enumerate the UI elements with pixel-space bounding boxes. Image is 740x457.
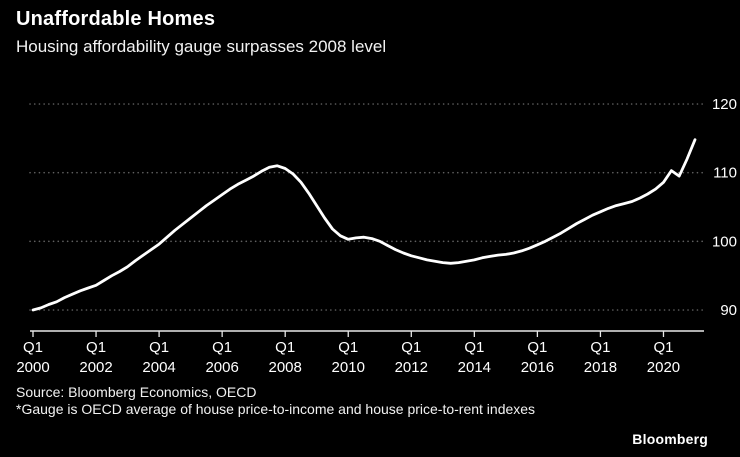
x-tick-quarter: Q1 [212,339,232,356]
source-text: Source: Bloomberg Economics, OECD [16,384,257,400]
x-tick-year: 2008 [269,359,302,376]
y-axis-label: 110 [713,165,737,182]
x-tick-quarter: Q1 [338,339,358,356]
chart-subtitle: Housing affordability gauge surpasses 20… [16,37,387,56]
x-tick-quarter: Q1 [149,339,169,356]
x-tick-quarter: Q1 [86,339,106,356]
footnote-text: *Gauge is OECD average of house price-to… [16,401,536,417]
x-tick-year: 2020 [647,359,680,376]
x-tick-year: 2000 [16,359,49,376]
x-tick-quarter: Q1 [464,339,484,356]
y-axis-label: 100 [712,233,737,250]
data-line [31,138,697,312]
x-tick-quarter: Q1 [527,339,547,356]
y-axis-label: 90 [720,302,737,319]
x-tick-quarter: Q1 [590,339,610,356]
bloomberg-logo: Bloomberg [632,431,708,447]
x-tick-year: 2010 [332,359,365,376]
x-tick-year: 2016 [521,359,554,376]
x-tick-quarter: Q1 [401,339,421,356]
x-tick-year: 2004 [142,359,175,376]
chart-title: Unaffordable Homes [16,8,216,30]
x-tick-quarter: Q1 [275,339,295,356]
x-tick-quarter: Q1 [23,339,43,356]
x-tick-year: 2006 [205,359,238,376]
x-tick-year: 2018 [584,359,617,376]
x-tick-year: 2012 [395,359,428,376]
x-tick-quarter: Q1 [653,339,673,356]
x-tick-year: 2002 [79,359,112,376]
x-tick-year: 2014 [458,359,491,376]
y-axis-label: 120 [712,96,737,113]
